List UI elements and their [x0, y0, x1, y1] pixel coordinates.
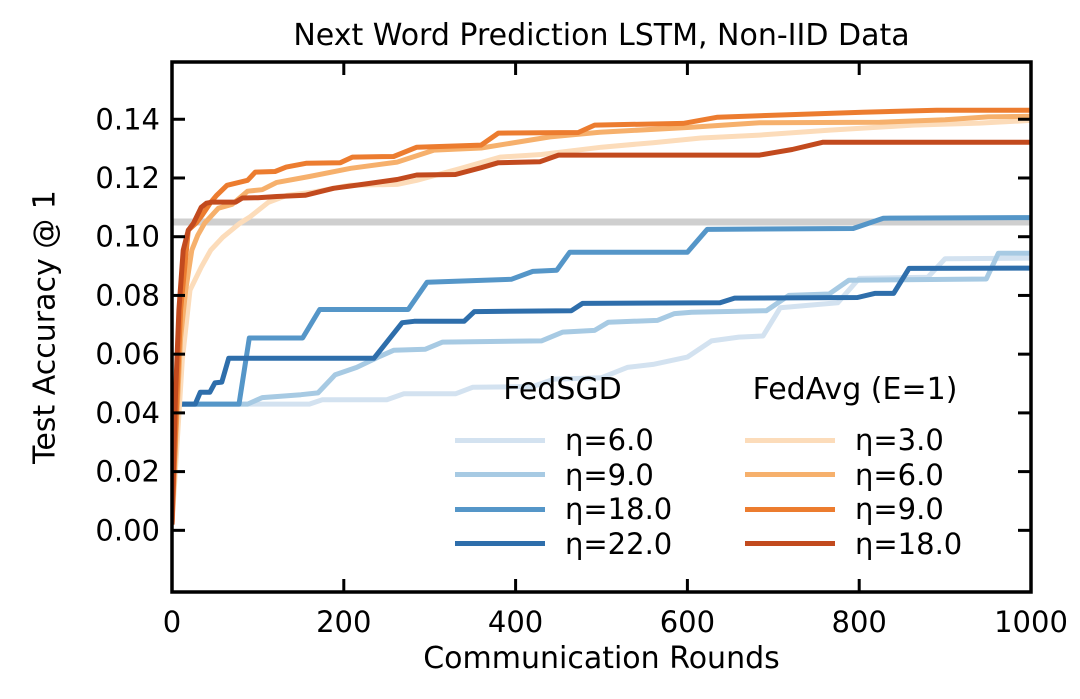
legend-group-fedsgd: FedSGD η=6.0 η=9.0 η=18.0 η=22.0	[455, 371, 673, 563]
series-line-fedavg-2	[172, 107, 1031, 525]
series-line-fedsgd-2	[172, 215, 1031, 407]
series-line-fedavg-3	[172, 139, 1031, 525]
legend-item-label: η=6.0	[855, 457, 944, 492]
legend-line-swatch	[455, 506, 545, 512]
legend-item: η=6.0	[745, 457, 965, 492]
legend-item-label: η=9.0	[565, 457, 654, 492]
y-tick-label: 0.04	[95, 396, 160, 430]
x-tick-label: 0	[163, 605, 181, 639]
legend-item-label: η=3.0	[855, 423, 944, 457]
legend-line-swatch	[455, 541, 545, 547]
y-tick-label: 0.14	[95, 102, 160, 136]
y-tick-label: 0.00	[95, 513, 160, 547]
legend-item: η=3.0	[745, 423, 965, 457]
y-tick-label: 0.06	[95, 337, 160, 371]
legend-item-label: η=22.0	[565, 526, 673, 561]
legend-item-label: η=6.0	[565, 423, 654, 457]
legend-line-swatch	[745, 437, 835, 443]
y-axis-label: Test Accuracy @ 1	[27, 190, 63, 464]
series-line-fedsgd-3	[172, 265, 1031, 407]
x-tick-label: 200	[316, 605, 371, 639]
y-tick-label: 0.10	[95, 220, 160, 254]
legend-item: η=9.0	[455, 457, 670, 492]
legend-line-swatch	[745, 472, 835, 478]
legend-group-fedavg: FedAvg (E=1) η=3.0 η=6.0 η=9.0 η=18.0	[745, 371, 965, 563]
legend-item: η=6.0	[455, 423, 670, 457]
legend-item-label: η=9.0	[855, 492, 944, 527]
y-tick-label: 0.08	[95, 278, 160, 312]
x-tick-label: 400	[488, 605, 543, 639]
legend-header-fedavg: FedAvg (E=1)	[752, 372, 958, 407]
legend-header-fedsgd: FedSGD	[503, 372, 622, 407]
plot-frame	[170, 60, 1033, 594]
legend-line-swatch	[455, 472, 545, 478]
legend-line-swatch	[455, 437, 545, 443]
legend-item: η=22.0	[455, 526, 673, 561]
x-tick-label: 800	[832, 605, 887, 639]
series-line-fedsgd-1	[172, 250, 1031, 407]
legend-item: η=18.0	[455, 492, 673, 527]
x-axis-label: Communication Rounds	[423, 641, 780, 676]
legend-item: η=18.0	[745, 526, 965, 561]
legend-line-swatch	[745, 506, 835, 512]
legend-item: η=9.0	[745, 492, 965, 527]
y-tick-label: 0.12	[95, 161, 160, 195]
series-line-fedsgd-0	[172, 255, 1031, 407]
legend-item-label: η=18.0	[855, 526, 963, 561]
y-tick-label: 0.02	[95, 455, 160, 489]
legend-item-label: η=18.0	[565, 492, 673, 527]
series-line-fedavg-1	[172, 113, 1031, 525]
x-tick-label: 600	[660, 605, 715, 639]
legend-line-swatch	[745, 541, 835, 547]
chart-title: Next Word Prediction LSTM, Non-IID Data	[293, 18, 910, 53]
x-tick-label: 1000	[994, 605, 1068, 639]
